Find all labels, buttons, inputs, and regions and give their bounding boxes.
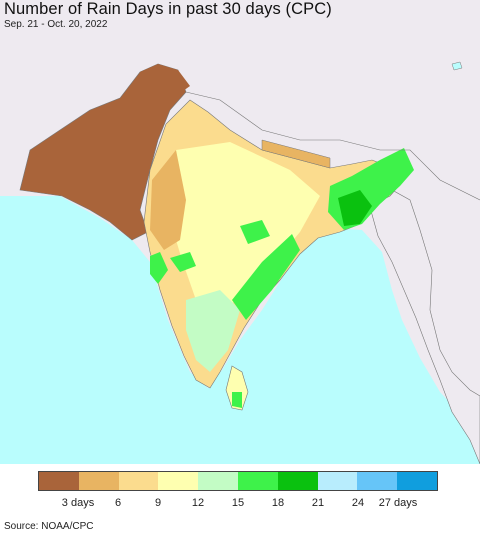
- color-legend: [38, 471, 438, 491]
- legend-label: 6: [114, 497, 122, 509]
- india-south-green-pale: [186, 290, 240, 372]
- legend-swatch: [237, 472, 278, 490]
- date-range: Sep. 21 - Oct. 20, 2022: [4, 19, 108, 30]
- east-coast-green: [232, 234, 300, 320]
- legend-label: 3 days: [61, 497, 95, 509]
- title-block: Number of Rain Days in past 30 days (CPC…: [4, 0, 332, 31]
- legend-label: 21: [311, 497, 325, 509]
- nepal-region: [261, 139, 331, 169]
- pakistan-region: [19, 63, 187, 241]
- legend-label: 27 days: [378, 497, 418, 509]
- legend-swatch: [277, 472, 318, 490]
- kashmir-region: [140, 64, 190, 96]
- myanmar-land: [367, 189, 480, 464]
- map-title: Number of Rain Days in past 30 days (CPC…: [4, 0, 332, 18]
- legend-swatch: [39, 472, 79, 490]
- map-panel: Number of Rain Days in past 30 days (CPC…: [0, 0, 480, 464]
- north-border: [185, 91, 480, 201]
- ocean: [0, 196, 480, 464]
- legend-label: 24: [351, 497, 365, 509]
- legend-label: 18: [271, 497, 285, 509]
- source-credit: Source: NOAA/CPC: [4, 521, 94, 532]
- india-west-tan: [150, 150, 186, 250]
- rain-days-map: [0, 61, 480, 464]
- legend-labels: 3 days 6 9 12 15 18 21 24 27 days: [38, 497, 438, 511]
- legend-swatch: [397, 472, 437, 490]
- legend-swatch: [317, 472, 358, 490]
- sri-lanka: [225, 365, 249, 411]
- northeast-dark-green: [338, 190, 372, 226]
- legend-swatch: [158, 472, 199, 490]
- legend-label: 9: [154, 497, 162, 509]
- legend-label: 15: [231, 497, 245, 509]
- ghats-green: [150, 252, 168, 284]
- legend-swatch: [118, 472, 159, 490]
- sri-lanka-green: [232, 392, 242, 408]
- central-green-2: [240, 220, 270, 244]
- legend-swatch: [78, 472, 119, 490]
- central-green-1: [170, 252, 196, 272]
- legend-swatch: [198, 472, 238, 490]
- lake-outline: [451, 61, 463, 71]
- legend-label: 12: [191, 497, 205, 509]
- legend-swatch: [357, 472, 398, 490]
